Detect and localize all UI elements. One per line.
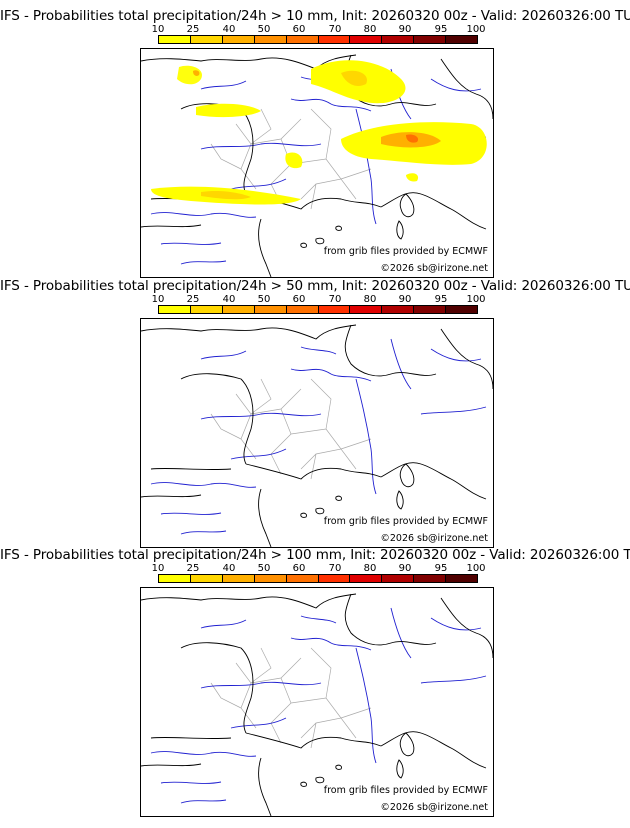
source-credit: from grib files provided by ECMWF xyxy=(323,246,488,257)
colorbar-tick: 100 xyxy=(466,24,486,35)
colorbar-tick: 60 xyxy=(292,24,306,35)
colorbar-tick: 40 xyxy=(222,563,236,574)
colorbar-tick: 25 xyxy=(186,563,200,574)
precip-area-brittany xyxy=(196,103,261,118)
colorbar-tick: 95 xyxy=(434,563,448,574)
colorbar xyxy=(158,35,478,44)
colorbar-tick: 95 xyxy=(434,294,448,305)
copyright-credit: ©2026 sb@irizone.net xyxy=(380,533,488,544)
basemap xyxy=(141,593,493,816)
map-canvas xyxy=(141,54,493,277)
colorbar-segment xyxy=(382,306,415,313)
copyright-credit: ©2026 sb@irizone.net xyxy=(380,263,488,274)
colorbar-segment xyxy=(446,575,478,582)
colorbar-tick: 80 xyxy=(363,24,377,35)
colorbar xyxy=(158,574,478,583)
rivers xyxy=(150,68,487,265)
source-credit: from grib files provided by ECMWF xyxy=(323,785,488,796)
colorbar-tick: 100 xyxy=(466,563,486,574)
colorbar-tick: 10 xyxy=(151,294,165,305)
colorbar-segment xyxy=(286,575,319,582)
colorbar-segment xyxy=(350,306,383,313)
copyright-credit: ©2026 sb@irizone.net xyxy=(380,802,488,813)
map-canvas xyxy=(141,324,493,547)
colorbar-segment xyxy=(286,306,319,313)
panel-50mm: IFS - Probabilities total precipitation/… xyxy=(0,270,630,548)
colorbar-tick: 25 xyxy=(186,24,200,35)
colorbar-segment xyxy=(414,306,447,313)
colorbar-segment xyxy=(286,36,319,43)
map-canvas xyxy=(141,593,493,816)
coastline xyxy=(141,593,493,816)
colorbar-labels: 10 25 40 50 60 70 80 90 95 100 xyxy=(140,563,510,575)
colorbar-tick: 10 xyxy=(151,24,165,35)
colorbar-segment xyxy=(190,575,223,582)
colorbar-segment xyxy=(446,36,478,43)
colorbar xyxy=(158,305,478,314)
precip-areas xyxy=(151,60,487,205)
colorbar-tick: 10 xyxy=(151,563,165,574)
region-borders xyxy=(210,647,372,749)
colorbar-segment xyxy=(159,36,191,43)
colorbar-segment xyxy=(382,36,415,43)
colorbar-segment xyxy=(159,575,191,582)
colorbar-tick: 90 xyxy=(398,294,412,305)
colorbar-tick: 50 xyxy=(257,24,271,35)
colorbar-segment xyxy=(254,36,287,43)
panel-title: IFS - Probabilities total precipitation/… xyxy=(0,547,630,563)
colorbar-tick: 70 xyxy=(328,294,342,305)
colorbar-tick: 60 xyxy=(292,294,306,305)
probability-map: from grib files provided by ECMWF ©2026 … xyxy=(140,318,494,548)
colorbar-tick: 50 xyxy=(257,563,271,574)
colorbar-segment xyxy=(159,306,191,313)
colorbar-segment xyxy=(190,306,223,313)
precip-area-corsica xyxy=(406,173,419,182)
colorbar-tick: 25 xyxy=(186,294,200,305)
basemap xyxy=(141,324,493,547)
colorbar-tick: 80 xyxy=(363,294,377,305)
colorbar-segment xyxy=(414,575,447,582)
colorbar-segment xyxy=(446,306,478,313)
colorbar-tick: 90 xyxy=(398,24,412,35)
colorbar-tick: 70 xyxy=(328,24,342,35)
coastline xyxy=(141,324,493,547)
colorbar-segment xyxy=(350,36,383,43)
probability-map: from grib files provided by ECMWF ©2026 … xyxy=(140,587,494,817)
panel-title: IFS - Probabilities total precipitation/… xyxy=(0,278,630,294)
colorbar-segment xyxy=(414,36,447,43)
panel-100mm: IFS - Probabilities total precipitation/… xyxy=(0,539,630,817)
colorbar-tick: 50 xyxy=(257,294,271,305)
colorbar-tick: 40 xyxy=(222,294,236,305)
colorbar-tick: 95 xyxy=(434,24,448,35)
region-borders xyxy=(210,378,372,480)
colorbar-tick: 40 xyxy=(222,24,236,35)
panel-title: IFS - Probabilities total precipitation/… xyxy=(0,8,630,24)
colorbar-segment xyxy=(190,36,223,43)
rivers xyxy=(150,607,487,804)
colorbar-segment xyxy=(254,306,287,313)
panel-10mm: IFS - Probabilities total precipitation/… xyxy=(0,0,630,278)
colorbar-tick: 80 xyxy=(363,563,377,574)
colorbar-labels: 10 25 40 50 60 70 80 90 95 100 xyxy=(140,294,510,306)
colorbar-tick: 70 xyxy=(328,563,342,574)
colorbar-tick: 100 xyxy=(466,294,486,305)
colorbar-segment xyxy=(318,36,351,43)
basemap xyxy=(141,54,493,277)
colorbar-segment xyxy=(222,36,255,43)
colorbar-segment xyxy=(382,575,415,582)
probability-map: from grib files provided by ECMWF ©2026 … xyxy=(140,48,494,278)
precip-area-massif-central xyxy=(285,152,303,169)
colorbar-segment xyxy=(318,575,351,582)
colorbar-labels: 10 25 40 50 60 70 80 90 95 100 xyxy=(140,24,510,36)
colorbar-segment xyxy=(318,306,351,313)
colorbar-segment xyxy=(222,575,255,582)
colorbar-segment xyxy=(254,575,287,582)
colorbar-segment xyxy=(350,575,383,582)
colorbar-segment xyxy=(222,306,255,313)
rivers xyxy=(150,338,487,535)
source-credit: from grib files provided by ECMWF xyxy=(323,516,488,527)
colorbar-tick: 60 xyxy=(292,563,306,574)
colorbar-tick: 90 xyxy=(398,563,412,574)
